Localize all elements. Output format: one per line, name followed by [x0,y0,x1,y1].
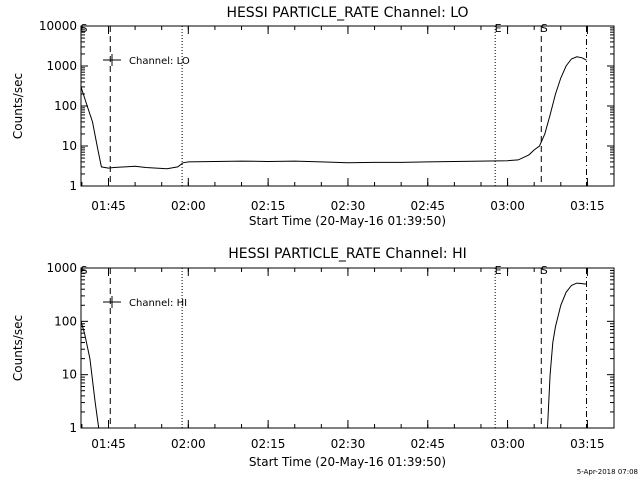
x-tick-label: 02:45 [410,437,445,451]
y-tick-label: 100 [54,99,77,113]
legend-label: Channel: HI [129,298,187,309]
y-axis-label: Counts/sec [11,73,25,139]
y-tick-label: 1000 [46,59,77,73]
generation-timestamp: 5-Apr-2018 07:08 [577,468,638,476]
x-tick-label: 02:00 [171,199,206,213]
x-tick-label: 01:45 [91,199,126,213]
event-marker-label: E [495,22,502,35]
y-tick-label: 1 [69,179,77,193]
legend-label: Channel: LO [129,56,190,67]
chart-title: HESSI PARTICLE_RATE Channel: LO [226,5,468,21]
x-tick-label: 02:15 [251,437,286,451]
x-axis-label: Start Time (20-May-16 01:39:50) [249,455,446,469]
x-tick-label: 01:45 [91,437,126,451]
x-tick-label: 02:15 [251,199,286,213]
event-marker-label: S [541,22,548,35]
y-tick-label: 10000 [39,19,77,33]
data-series-line [547,282,587,429]
event-marker-label: S [541,264,548,277]
plot-frame [80,25,615,187]
y-tick-label: 10 [62,368,77,382]
x-tick-label: 03:00 [490,437,525,451]
x-tick-label: 02:30 [331,437,366,451]
plot-frame [80,267,615,429]
chart-panel-hi [80,267,615,429]
data-series-line [80,56,587,170]
event-marker-label: S [81,264,88,277]
x-tick-label: 03:15 [570,437,605,451]
chart-title: HESSI PARTICLE_RATE Channel: HI [228,246,466,262]
event-marker-label: S [81,22,88,35]
x-axis-label: Start Time (20-May-16 01:39:50) [249,214,446,228]
y-axis-label: Counts/sec [11,315,25,381]
x-tick-label: 02:00 [171,437,206,451]
x-tick-label: 03:00 [490,199,525,213]
y-tick-label: 1 [69,421,77,435]
y-tick-label: 10 [62,139,77,153]
data-series-line [80,321,100,429]
y-tick-label: 1000 [46,261,77,275]
x-tick-label: 02:45 [410,199,445,213]
chart-panel-lo [80,25,615,187]
x-tick-label: 02:30 [331,199,366,213]
y-tick-label: 100 [54,314,77,328]
event-marker-label: E [495,264,502,277]
x-tick-label: 03:15 [570,199,605,213]
